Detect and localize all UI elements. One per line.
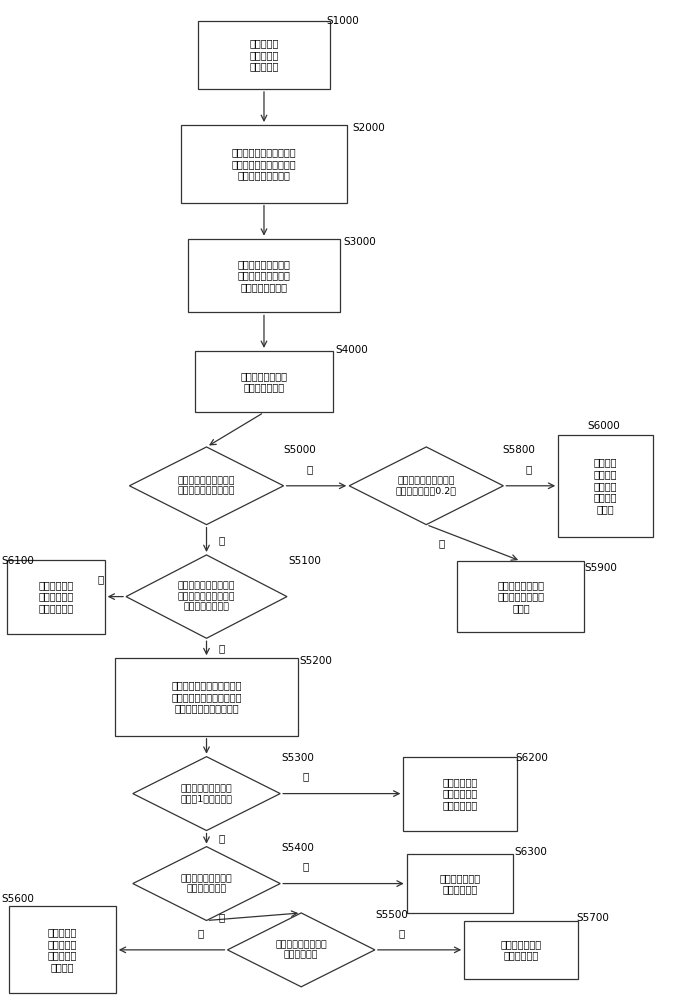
Text: 否: 否 [399, 928, 405, 938]
FancyBboxPatch shape [9, 906, 116, 993]
Text: S5200: S5200 [299, 656, 332, 666]
Text: 触控板实时
检测用户手
指触摸操作: 触控板实时 检测用户手 指触摸操作 [249, 38, 279, 71]
Text: 中央处理器判断两指
是否为反向滑动: 中央处理器判断两指 是否为反向滑动 [180, 874, 233, 893]
FancyBboxPatch shape [464, 921, 578, 979]
Text: 否: 否 [526, 464, 532, 474]
Text: 否: 否 [97, 575, 104, 585]
FancyBboxPatch shape [181, 125, 347, 203]
Text: 中央处理器传
送长按或鼠标
右键操作信息: 中央处理器传 送长按或鼠标 右键操作信息 [442, 777, 477, 810]
Polygon shape [349, 447, 504, 525]
FancyBboxPatch shape [7, 560, 105, 634]
Text: 中央处理器控制触控
端的工作状态由待机
模式进入工作模式: 中央处理器控制触控 端的工作状态由待机 模式进入工作模式 [237, 259, 290, 292]
Text: 中央处理器判断手指触
摸操作是否为两指触摸: 中央处理器判断手指触 摸操作是否为两指触摸 [178, 476, 235, 495]
Text: 是: 是 [218, 912, 224, 922]
Text: S6000: S6000 [587, 421, 620, 431]
Text: 中央处理器
传送两指触
摸点的缩小
操作信息: 中央处理器 传送两指触 摸点的缩小 操作信息 [48, 927, 77, 972]
Text: S6200: S6200 [515, 753, 548, 763]
Text: 否: 否 [303, 772, 309, 782]
Text: 中央处理器传送第一个手指
触摸点的定位操作信息同时
将光标跳至先触摸手指处: 中央处理器传送第一个手指 触摸点的定位操作信息同时 将光标跳至先触摸手指处 [172, 680, 241, 714]
Polygon shape [133, 847, 280, 921]
FancyBboxPatch shape [558, 435, 653, 537]
Text: 是: 是 [218, 643, 224, 653]
Polygon shape [228, 913, 375, 987]
Polygon shape [130, 447, 283, 525]
FancyBboxPatch shape [115, 658, 298, 736]
FancyBboxPatch shape [188, 239, 340, 312]
Text: 中央处理器传送
拖动操作信息: 中央处理器传送 拖动操作信息 [440, 873, 481, 894]
Text: S4000: S4000 [335, 345, 368, 355]
Polygon shape [133, 757, 280, 831]
Text: 中央处理器传送
放大操作信息: 中央处理器传送 放大操作信息 [500, 939, 541, 961]
Text: 中央处理器判断手指触
摸时间是否小于0.2秒: 中央处理器判断手指触 摸时间是否小于0.2秒 [396, 476, 457, 495]
FancyBboxPatch shape [195, 351, 333, 412]
Text: 中央处理器将
光标跳至左側
或上面手指处: 中央处理器将 光标跳至左側 或上面手指处 [38, 580, 73, 613]
Text: 中央处理器传送当
前触摸点的单击操
作信息: 中央处理器传送当 前触摸点的单击操 作信息 [497, 580, 545, 613]
Text: 是: 是 [438, 538, 445, 548]
Text: 是: 是 [218, 535, 224, 545]
Text: 中央处理器判断两指
距离是否缩短: 中央处理器判断两指 距离是否缩短 [275, 940, 327, 960]
Text: 中央处理器比较两指触
摸信息是否能判断两指
触摸操作先后顺序: 中央处理器比较两指触 摸信息是否能判断两指 触摸操作先后顺序 [178, 582, 235, 612]
Text: S3000: S3000 [344, 237, 377, 247]
Text: S5000: S5000 [283, 445, 316, 455]
Text: S5300: S5300 [281, 753, 314, 763]
Text: S5500: S5500 [375, 910, 408, 920]
Text: S5100: S5100 [288, 556, 321, 566]
Text: 是: 是 [198, 928, 204, 938]
FancyBboxPatch shape [198, 21, 330, 89]
Text: S5600: S5600 [1, 894, 34, 904]
Text: 触控板传输触摸信
息给中央处理器: 触控板传输触摸信 息给中央处理器 [241, 371, 287, 392]
Text: S5400: S5400 [281, 843, 314, 853]
Text: S2000: S2000 [352, 123, 385, 133]
FancyBboxPatch shape [458, 561, 584, 632]
Text: S5800: S5800 [502, 445, 535, 455]
Text: 中央处理
器将光标
跳至手指
处跟随手
指动作: 中央处理 器将光标 跳至手指 处跟随手 指动作 [593, 458, 617, 514]
Text: 否: 否 [303, 862, 309, 872]
Text: S6100: S6100 [1, 556, 34, 566]
FancyBboxPatch shape [407, 854, 514, 913]
Text: S6300: S6300 [514, 847, 547, 857]
Polygon shape [126, 555, 287, 638]
Text: 否: 否 [306, 464, 312, 474]
Text: S1000: S1000 [327, 16, 359, 26]
Text: S5900: S5900 [584, 563, 617, 573]
Text: 是: 是 [218, 834, 224, 844]
Text: S5700: S5700 [576, 913, 609, 923]
Text: 中央处理器判断两指
是否在1秒内有移动: 中央处理器判断两指 是否在1秒内有移动 [180, 784, 233, 803]
FancyBboxPatch shape [403, 757, 517, 831]
Text: 当触控板检测到用户手指
触摸操作，触控板发送唤
醒信号给中央处理器: 当触控板检测到用户手指 触摸操作，触控板发送唤 醒信号给中央处理器 [232, 147, 296, 180]
